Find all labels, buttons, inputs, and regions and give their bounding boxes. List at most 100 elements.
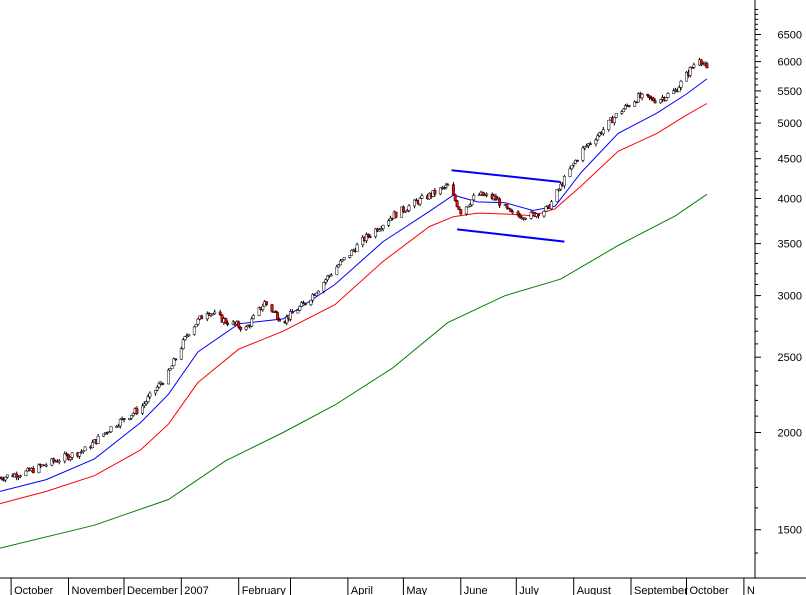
candle [350,249,354,256]
candle [329,273,333,277]
series-line-2 [0,103,708,505]
candle [57,459,61,465]
candle [511,209,515,214]
candle [83,446,87,451]
x-tick-label: June [464,585,488,595]
candle [494,193,498,202]
candle [148,391,152,400]
candle [549,200,553,210]
candle [364,232,368,244]
candle [537,213,540,219]
candle [387,218,391,228]
candle [296,308,300,314]
candle [518,213,522,219]
candle [324,278,328,285]
candle [464,206,468,216]
candle [453,193,457,202]
candle [446,183,450,186]
candle [340,259,344,263]
candle [507,207,511,210]
candle [65,452,69,457]
y-tick-label: 4000 [778,194,802,206]
candle [389,215,392,222]
candle [244,325,248,331]
candle [211,313,215,316]
candle [303,302,307,306]
candle [368,234,372,239]
candle [685,71,688,82]
candle [289,309,292,322]
candle [659,99,663,104]
y-tick-label: 6000 [778,57,802,69]
candle [146,394,150,404]
candle [70,452,74,460]
candle [612,116,616,126]
series-line-3 [0,193,708,549]
candle [601,127,605,136]
candle [144,400,148,406]
candle [252,314,255,320]
candle [594,137,598,147]
candle [505,203,509,210]
candle [672,88,676,94]
x-tick-label: November [72,585,123,595]
candle [170,365,174,369]
y-tick-label: 2500 [778,352,802,364]
candle [250,316,254,328]
candle [598,131,602,138]
candle [583,145,587,151]
candle [316,290,320,294]
candle [300,301,304,307]
candle [276,311,280,321]
y-tick-label: 3000 [778,291,802,303]
x-tick-label: April [351,585,373,595]
candle [466,205,470,208]
candle [477,193,481,196]
candle [50,457,54,467]
candle [588,141,592,146]
candle [118,418,122,429]
candle [557,188,561,192]
candle [377,228,381,232]
candle [470,199,474,207]
candle [405,209,409,212]
candle [18,474,22,479]
candle [218,309,222,316]
candle [337,263,341,268]
x-tick-label: August [577,585,611,595]
candle [468,203,472,208]
candle [185,333,189,338]
candle [52,457,56,464]
candle [627,104,631,108]
candle [183,336,187,341]
candle [622,108,626,113]
candle [166,368,170,385]
candle [455,199,459,208]
candle [516,210,520,217]
candle [374,228,378,239]
candle [705,61,709,69]
candle [96,433,100,444]
candle [562,174,566,189]
candle [237,320,241,329]
x-tick-label: October [14,585,53,595]
candle [122,418,126,423]
candle [78,452,82,459]
candle [153,390,157,396]
candle [413,199,416,209]
candle [418,196,422,207]
candle [481,191,485,196]
candle [257,306,261,317]
candle [5,474,9,479]
x-tick-label: December [127,585,178,595]
y-tick-label: 1500 [778,525,802,537]
candle [322,281,326,294]
candle [196,317,200,326]
candle [226,320,230,327]
candle [265,301,268,306]
candle [596,133,600,142]
candle [524,217,527,221]
candle [0,476,4,481]
candle [677,85,681,93]
